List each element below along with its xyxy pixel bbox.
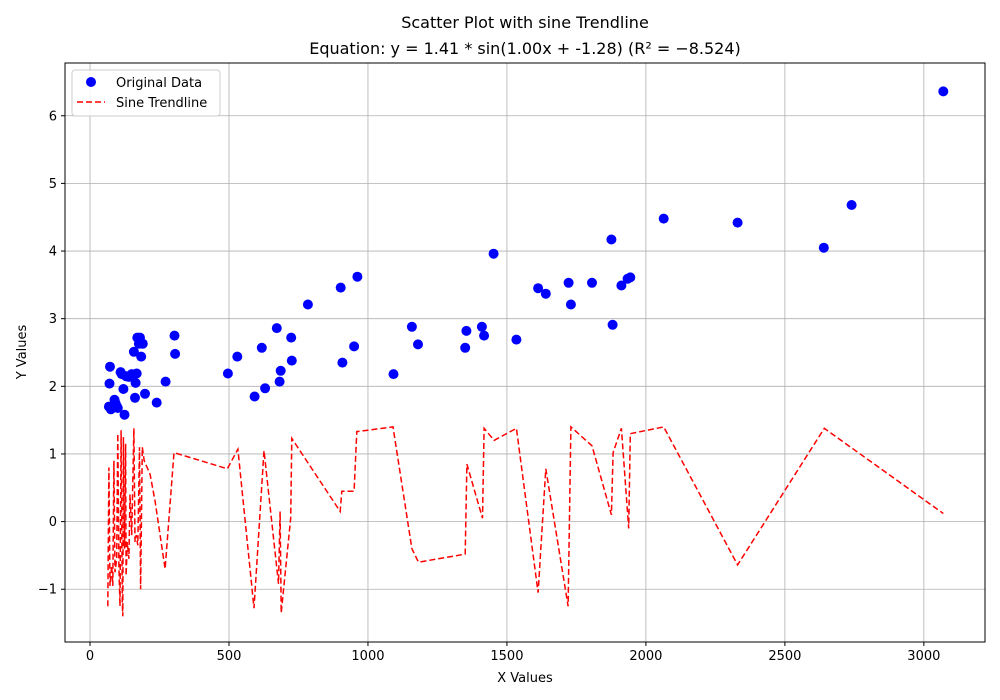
legend-box: [71, 69, 221, 117]
data-point: [625, 272, 636, 283]
data-point: [275, 365, 286, 376]
y-tick-label: 0: [49, 515, 57, 530]
data-point: [461, 325, 472, 336]
data-point: [335, 282, 346, 293]
data-point: [169, 330, 180, 341]
x-tick-label: 2000: [629, 649, 662, 664]
x-tick-label: 1000: [351, 649, 384, 664]
legend-label-original-data: Original Data: [116, 76, 202, 91]
chart-subtitle: Equation: y = 1.41 * sin(1.00x + -1.28) …: [309, 39, 741, 58]
data-point: [271, 323, 282, 334]
y-axis-ticks: −1 0 1 2 3 4 5 6: [38, 109, 65, 598]
data-point: [249, 391, 260, 402]
data-point: [388, 369, 399, 380]
x-axis-ticks: 0 500 1000 1500 2000 2500 3000: [86, 642, 940, 664]
y-axis-label: Y Values: [15, 325, 30, 381]
y-tick-label: 1: [49, 447, 57, 462]
data-point: [587, 277, 597, 288]
data-point: [732, 217, 743, 228]
data-point: [286, 355, 297, 366]
data-point: [511, 334, 522, 345]
data-point: [846, 200, 857, 210]
data-point: [460, 342, 471, 353]
data-point: [413, 339, 423, 350]
trendline: [107, 425, 944, 617]
data-point: [540, 288, 551, 299]
data-point: [137, 338, 148, 349]
y-tick-label: 5: [49, 177, 57, 192]
data-point: [160, 376, 171, 387]
data-point: [136, 351, 147, 362]
data-point: [140, 388, 150, 399]
y-tick-label: 6: [49, 109, 57, 124]
data-point: [533, 283, 544, 294]
x-tick-label: 3000: [907, 649, 940, 664]
data-point: [130, 377, 141, 388]
data-point: [131, 368, 142, 379]
legend-label-sine-trendline: Sine Trendline: [116, 96, 207, 111]
x-tick-label: 500: [217, 649, 242, 664]
y-tick-label: 4: [49, 245, 57, 260]
data-point: [112, 403, 123, 413]
data-point: [479, 330, 490, 341]
data-point: [476, 321, 487, 332]
data-point: [488, 248, 499, 259]
x-tick-label: 2500: [768, 649, 801, 664]
data-point: [607, 319, 618, 330]
data-point: [616, 280, 627, 291]
data-point: [128, 346, 139, 357]
data-point: [563, 277, 574, 288]
data-point: [606, 234, 617, 245]
data-point: [406, 321, 417, 332]
legend-marker-original-data: [86, 77, 96, 87]
data-point: [352, 271, 363, 282]
data-point: [274, 376, 285, 387]
data-point: [938, 86, 949, 97]
data-point: [302, 299, 313, 310]
plot-frame: [64, 62, 986, 643]
data-point: [170, 348, 181, 359]
data-point: [818, 242, 829, 253]
data-point: [565, 299, 576, 310]
data-point: [105, 361, 115, 372]
data-point: [119, 409, 130, 420]
scatter-points: [103, 86, 949, 420]
x-tick-label: 1500: [490, 649, 523, 664]
data-point: [151, 397, 162, 408]
data-point: [130, 392, 140, 403]
data-point: [337, 357, 348, 368]
data-point: [104, 378, 115, 389]
x-tick-label: 0: [86, 649, 94, 664]
y-tick-label: −1: [38, 583, 57, 598]
x-axis-label: X Values: [497, 671, 553, 686]
legend: Original Data Sine Trendline: [71, 69, 221, 117]
chart-title: Scatter Plot with sine Trendline: [401, 13, 649, 32]
data-point: [286, 332, 297, 343]
data-point: [222, 368, 233, 379]
data-point: [349, 341, 360, 352]
sine-trendline: [107, 425, 944, 617]
y-tick-label: 2: [49, 380, 57, 395]
data-point: [658, 213, 669, 224]
data-point: [256, 342, 267, 353]
data-point: [232, 351, 243, 362]
data-point: [118, 384, 129, 394]
y-tick-label: 3: [49, 312, 57, 327]
data-point: [260, 383, 271, 394]
grid: [65, 63, 985, 642]
